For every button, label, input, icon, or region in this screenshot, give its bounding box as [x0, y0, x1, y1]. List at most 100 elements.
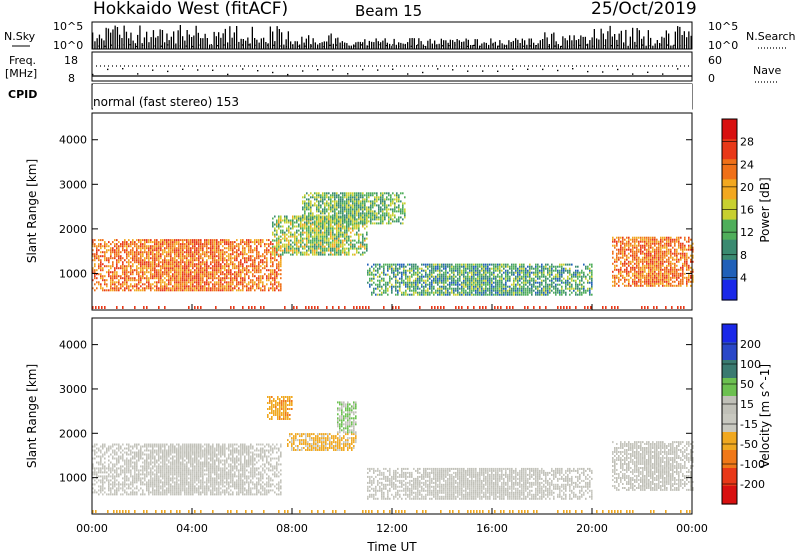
echo-cell: [356, 198, 358, 201]
noise-bar: [641, 38, 643, 49]
echo-cell: [379, 279, 381, 282]
echo-cell: [463, 277, 465, 280]
echo-cell: [252, 269, 254, 272]
noise-search-point: [535, 45, 537, 47]
echo-cell: [238, 247, 240, 250]
echo-cell: [92, 245, 94, 248]
echo-cell: [559, 275, 561, 278]
echo-cell: [94, 239, 96, 242]
echo-cell: [358, 247, 360, 250]
echo-cell: [126, 253, 128, 256]
echo-cell: [380, 210, 382, 213]
echo-cell: [505, 265, 507, 268]
echo-cell: [164, 247, 166, 250]
noise-search-point: [498, 45, 500, 47]
echo-cell: [350, 194, 352, 197]
echo-cell: [324, 218, 326, 221]
echo-cell: [296, 249, 298, 252]
echo-cell: [304, 216, 306, 219]
echo-cell: [549, 273, 551, 276]
noise-search-point: [517, 46, 519, 48]
echo-cell: [404, 214, 406, 217]
echo-cell: [308, 229, 310, 232]
echo-cell: [220, 239, 222, 242]
echo-cell: [176, 267, 178, 270]
echo-cell: [196, 277, 198, 280]
echo-cell: [545, 279, 547, 282]
echo-cell: [108, 275, 110, 278]
echo-cell: [316, 192, 318, 195]
echo-cell: [537, 293, 539, 296]
echo-cell: [252, 251, 254, 254]
echo-cell: [535, 285, 537, 288]
echo-cell: [274, 275, 276, 278]
echo-cell: [104, 265, 106, 268]
echo-cell: [198, 285, 200, 288]
echo-cell: [531, 293, 533, 296]
echo-cell: [429, 269, 431, 272]
echo-cell: [294, 237, 296, 240]
echo-cell: [569, 287, 571, 290]
echo-cell: [298, 217, 300, 220]
echo-cell: [459, 271, 461, 274]
echo-cell: [236, 239, 238, 242]
noise-bar: [116, 27, 119, 49]
echo-cell: [342, 220, 344, 223]
echo-cell: [469, 287, 471, 290]
echo-cell: [312, 253, 314, 256]
echo-cell: [561, 265, 563, 268]
echo-cell: [292, 233, 294, 236]
echo-cell: [124, 289, 126, 292]
noise-search-point: [379, 44, 381, 46]
echo-cell: [382, 208, 384, 211]
echo-cell: [126, 271, 128, 274]
echo-cell: [130, 285, 132, 288]
echo-cell: [362, 204, 364, 207]
echo-cell: [374, 212, 376, 215]
echo-cell: [208, 277, 210, 280]
echo-cell: [382, 214, 384, 217]
echo-cell: [499, 263, 501, 266]
echo-cell: [557, 275, 559, 278]
echo-cell: [338, 241, 340, 244]
echo-cell: [389, 275, 391, 278]
echo-cell: [116, 271, 118, 274]
echo-cell: [244, 253, 246, 256]
echo-cell: [276, 259, 278, 262]
echo-cell: [120, 259, 122, 262]
echo-cell: [236, 277, 238, 280]
echo-cell: [228, 249, 230, 252]
echo-cell: [118, 249, 120, 252]
echo-cell: [204, 267, 206, 270]
echo-cell: [364, 245, 366, 248]
echo-cell: [515, 277, 517, 280]
echo-cell: [228, 239, 230, 242]
echo-cell: [264, 257, 266, 260]
noise-bar: [332, 43, 334, 49]
echo-cell: [332, 237, 334, 240]
echo-cell: [116, 265, 118, 268]
echo-cell: [258, 287, 260, 290]
echo-cell: [324, 196, 326, 199]
noise-bar: [197, 32, 199, 49]
echo-cell: [567, 279, 569, 282]
echo-cell: [356, 233, 358, 236]
echo-cell: [144, 283, 146, 286]
echo-cell: [142, 267, 144, 270]
echo-cell: [294, 241, 296, 244]
echo-cell: [124, 283, 126, 286]
echo-cell: [190, 255, 192, 258]
echo-cell: [318, 233, 320, 236]
echo-cell: [212, 241, 214, 244]
echo-cell: [541, 293, 543, 296]
echo-cell: [194, 275, 196, 278]
echo-cell: [280, 235, 282, 238]
echo-cell: [368, 192, 370, 195]
echo-cell: [124, 271, 126, 274]
echo-cell: [352, 227, 354, 230]
noise-bar: [357, 41, 359, 49]
echo-cell: [222, 285, 224, 288]
echo-cell: [577, 275, 579, 278]
nave-point: [662, 73, 664, 75]
echo-cell: [437, 293, 439, 296]
